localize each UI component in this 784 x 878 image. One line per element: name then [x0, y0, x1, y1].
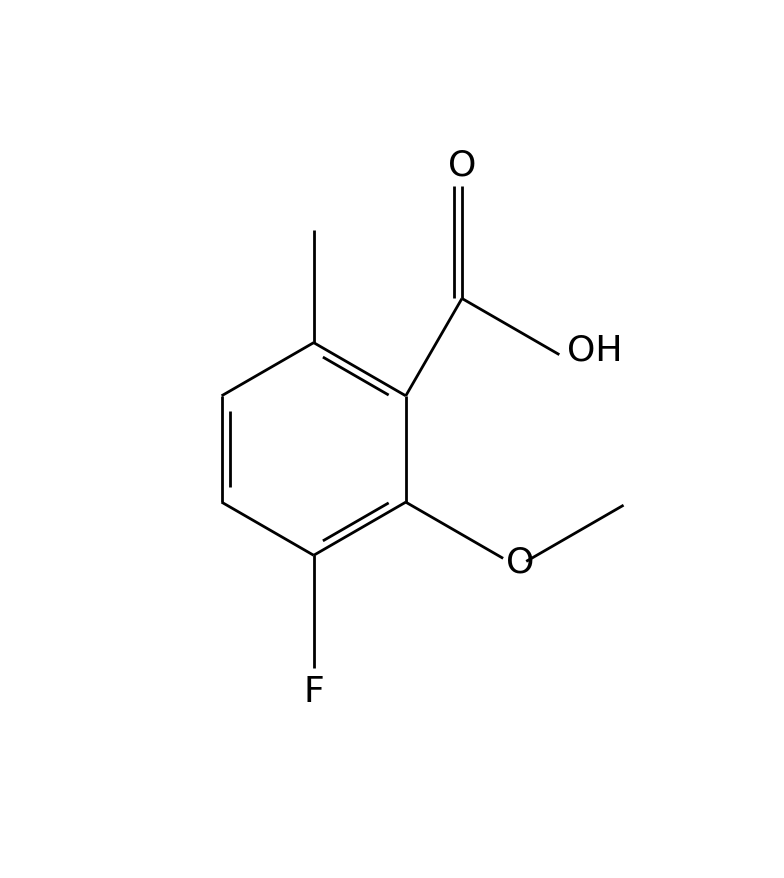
Text: O: O	[506, 544, 535, 579]
Text: OH: OH	[567, 334, 622, 367]
Text: F: F	[303, 674, 324, 708]
Text: O: O	[448, 148, 476, 182]
